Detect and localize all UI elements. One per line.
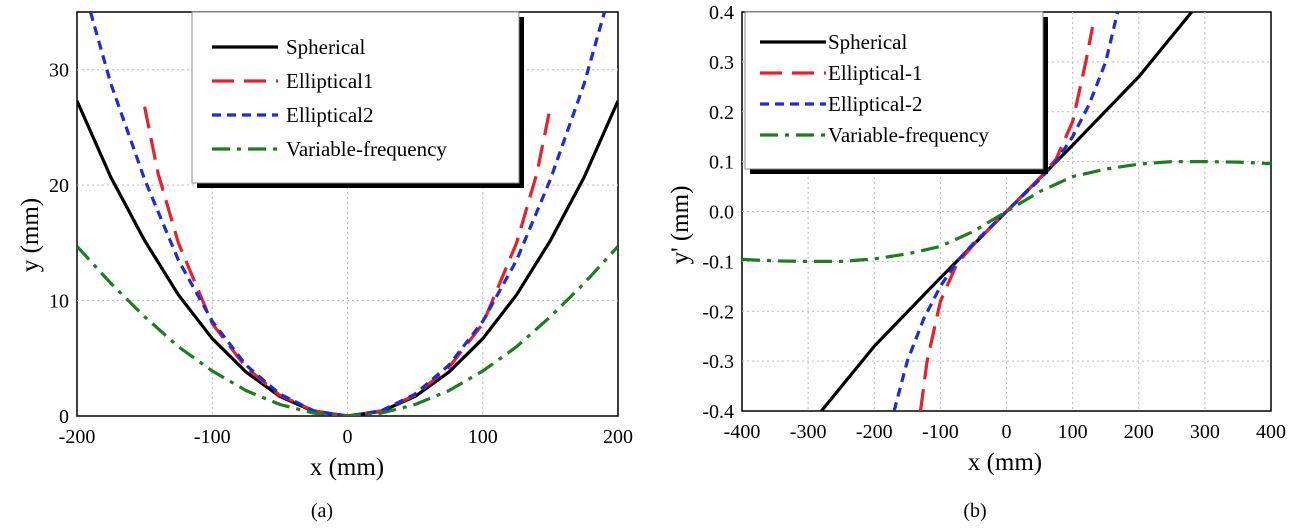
series-group-b bbox=[742, 12, 1271, 411]
x-tick-label: 0 bbox=[1002, 421, 1012, 443]
y-tick-label: 0.4 bbox=[709, 2, 734, 24]
x-tick-label: 100 bbox=[1058, 421, 1088, 443]
x-tick-label: 0 bbox=[343, 426, 353, 448]
legend-label: Spherical bbox=[286, 35, 365, 59]
y-axis-label-b: y' (mm) bbox=[667, 186, 694, 265]
x-tick-label: -100 bbox=[922, 421, 959, 443]
x-tick-label: -200 bbox=[59, 426, 96, 448]
y-tick-label: -0.1 bbox=[702, 251, 734, 273]
y-axis-label-a: y (mm) bbox=[17, 198, 44, 272]
legend-box-b bbox=[744, 11, 1044, 170]
chart-panel-b: -400 -300 -200 -100 0 100 200 300 400 -0.4-0.3-0… bbox=[667, 2, 1286, 522]
legend-label: Elliptical1 bbox=[286, 69, 373, 93]
legend-label: Elliptical-1 bbox=[828, 61, 922, 85]
legend-label: Elliptical-2 bbox=[828, 92, 922, 116]
chart-panel-a: -200 -100 0 100 200 0 10 20 30 x (mm) y (mm) Sp… bbox=[17, 11, 633, 522]
y-tick-label: 0.2 bbox=[709, 102, 734, 124]
grid-a bbox=[77, 12, 618, 416]
caption-a: (a) bbox=[311, 500, 333, 522]
x-tick-label: -100 bbox=[194, 426, 231, 448]
x-axis-label-a: x (mm) bbox=[310, 454, 384, 481]
y-tick-label: 0 bbox=[59, 406, 69, 428]
legend-a: Spherical Elliptical1 Elliptical2 Variable-… bbox=[191, 11, 524, 188]
x-ticks-a: -200 -100 0 100 200 bbox=[59, 426, 633, 448]
series-line-spherical bbox=[77, 100, 618, 416]
legend-box-a bbox=[191, 11, 520, 184]
y-tick-label: 10 bbox=[49, 291, 69, 313]
x-tick-label: -300 bbox=[790, 421, 827, 443]
legend-label: Variable-frequency bbox=[286, 137, 447, 161]
series-line-variable-frequency bbox=[77, 245, 618, 416]
series-group-a bbox=[77, 12, 618, 416]
series-line-variable-frequency bbox=[742, 160, 1271, 263]
legend-b: Spherical Elliptical-1 Elliptical-2 Variabl… bbox=[744, 11, 1048, 174]
x-axis-label-b: x (mm) bbox=[968, 449, 1042, 476]
x-tick-label: -200 bbox=[856, 421, 893, 443]
legend-label: Spherical bbox=[828, 30, 907, 54]
caption-b: (b) bbox=[963, 500, 986, 522]
x-tick-label: 400 bbox=[1256, 421, 1286, 443]
x-tick-label: 200 bbox=[603, 426, 633, 448]
series-line-elliptical-2 bbox=[892, 12, 1120, 411]
x-tick-label: -400 bbox=[724, 421, 761, 443]
series-line-elliptical1 bbox=[143, 106, 552, 416]
y-tick-label: -0.2 bbox=[702, 301, 734, 323]
y-tick-label: 30 bbox=[49, 60, 69, 82]
y-tick-label: -0.4 bbox=[702, 401, 734, 423]
x-tick-label: 100 bbox=[468, 426, 498, 448]
legend-label: Variable-frequency bbox=[828, 123, 989, 147]
y-tick-label: 20 bbox=[49, 175, 69, 197]
x-tick-label: 300 bbox=[1190, 421, 1220, 443]
y-ticks-b: -0.4 -0.3 -0.2 -0.1 0.0 0.1 0.2 0.3 0.4 bbox=[702, 2, 734, 423]
y-tick-label: 0.3 bbox=[709, 52, 734, 74]
y-ticks-a: 0 10 20 30 bbox=[49, 60, 69, 428]
legend-label: Elliptical2 bbox=[286, 103, 373, 127]
y-tick-label: -0.3 bbox=[702, 351, 734, 373]
y-tick-label: 0.0 bbox=[709, 202, 734, 224]
x-tick-label: 200 bbox=[1124, 421, 1154, 443]
y-tick-label: 0.1 bbox=[709, 152, 734, 174]
x-ticks-b: -400 -300 -200 -100 0 100 200 300 400 bbox=[724, 421, 1286, 443]
